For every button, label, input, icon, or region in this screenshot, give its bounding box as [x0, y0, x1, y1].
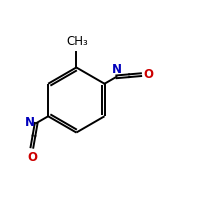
Text: CH₃: CH₃: [66, 35, 88, 48]
Text: N: N: [25, 116, 35, 129]
Text: O: O: [27, 151, 37, 164]
Text: O: O: [143, 68, 153, 81]
Text: N: N: [111, 63, 121, 76]
